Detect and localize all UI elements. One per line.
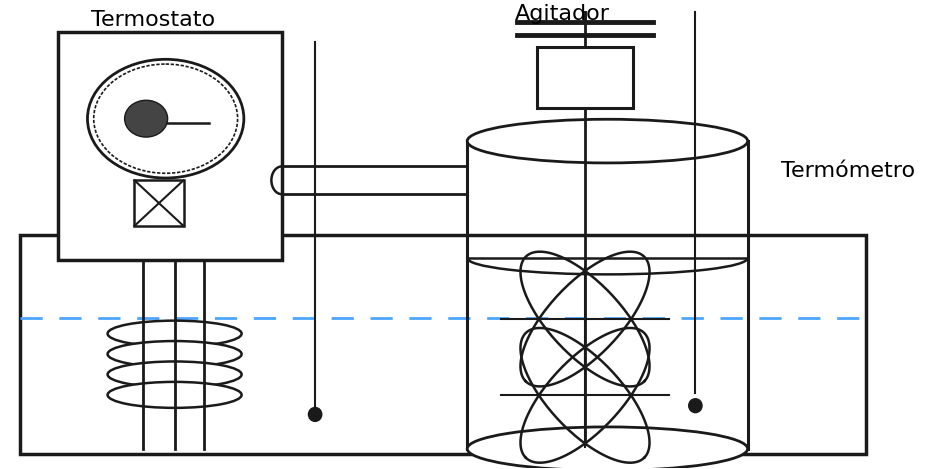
Bar — [21, 235, 866, 454]
Ellipse shape — [87, 59, 243, 178]
Ellipse shape — [467, 427, 747, 469]
Ellipse shape — [124, 100, 168, 137]
Ellipse shape — [108, 362, 241, 387]
Text: Termostato: Termostato — [92, 10, 215, 30]
Circle shape — [688, 399, 701, 413]
Ellipse shape — [108, 382, 241, 408]
Text: Termómetro: Termómetro — [780, 161, 914, 181]
Ellipse shape — [467, 119, 747, 163]
Bar — [58, 32, 282, 260]
Bar — [537, 47, 632, 108]
Ellipse shape — [94, 64, 238, 173]
Ellipse shape — [108, 321, 241, 347]
Text: Agitador: Agitador — [514, 4, 609, 24]
Ellipse shape — [108, 341, 241, 367]
Circle shape — [308, 408, 321, 421]
Bar — [134, 180, 183, 226]
